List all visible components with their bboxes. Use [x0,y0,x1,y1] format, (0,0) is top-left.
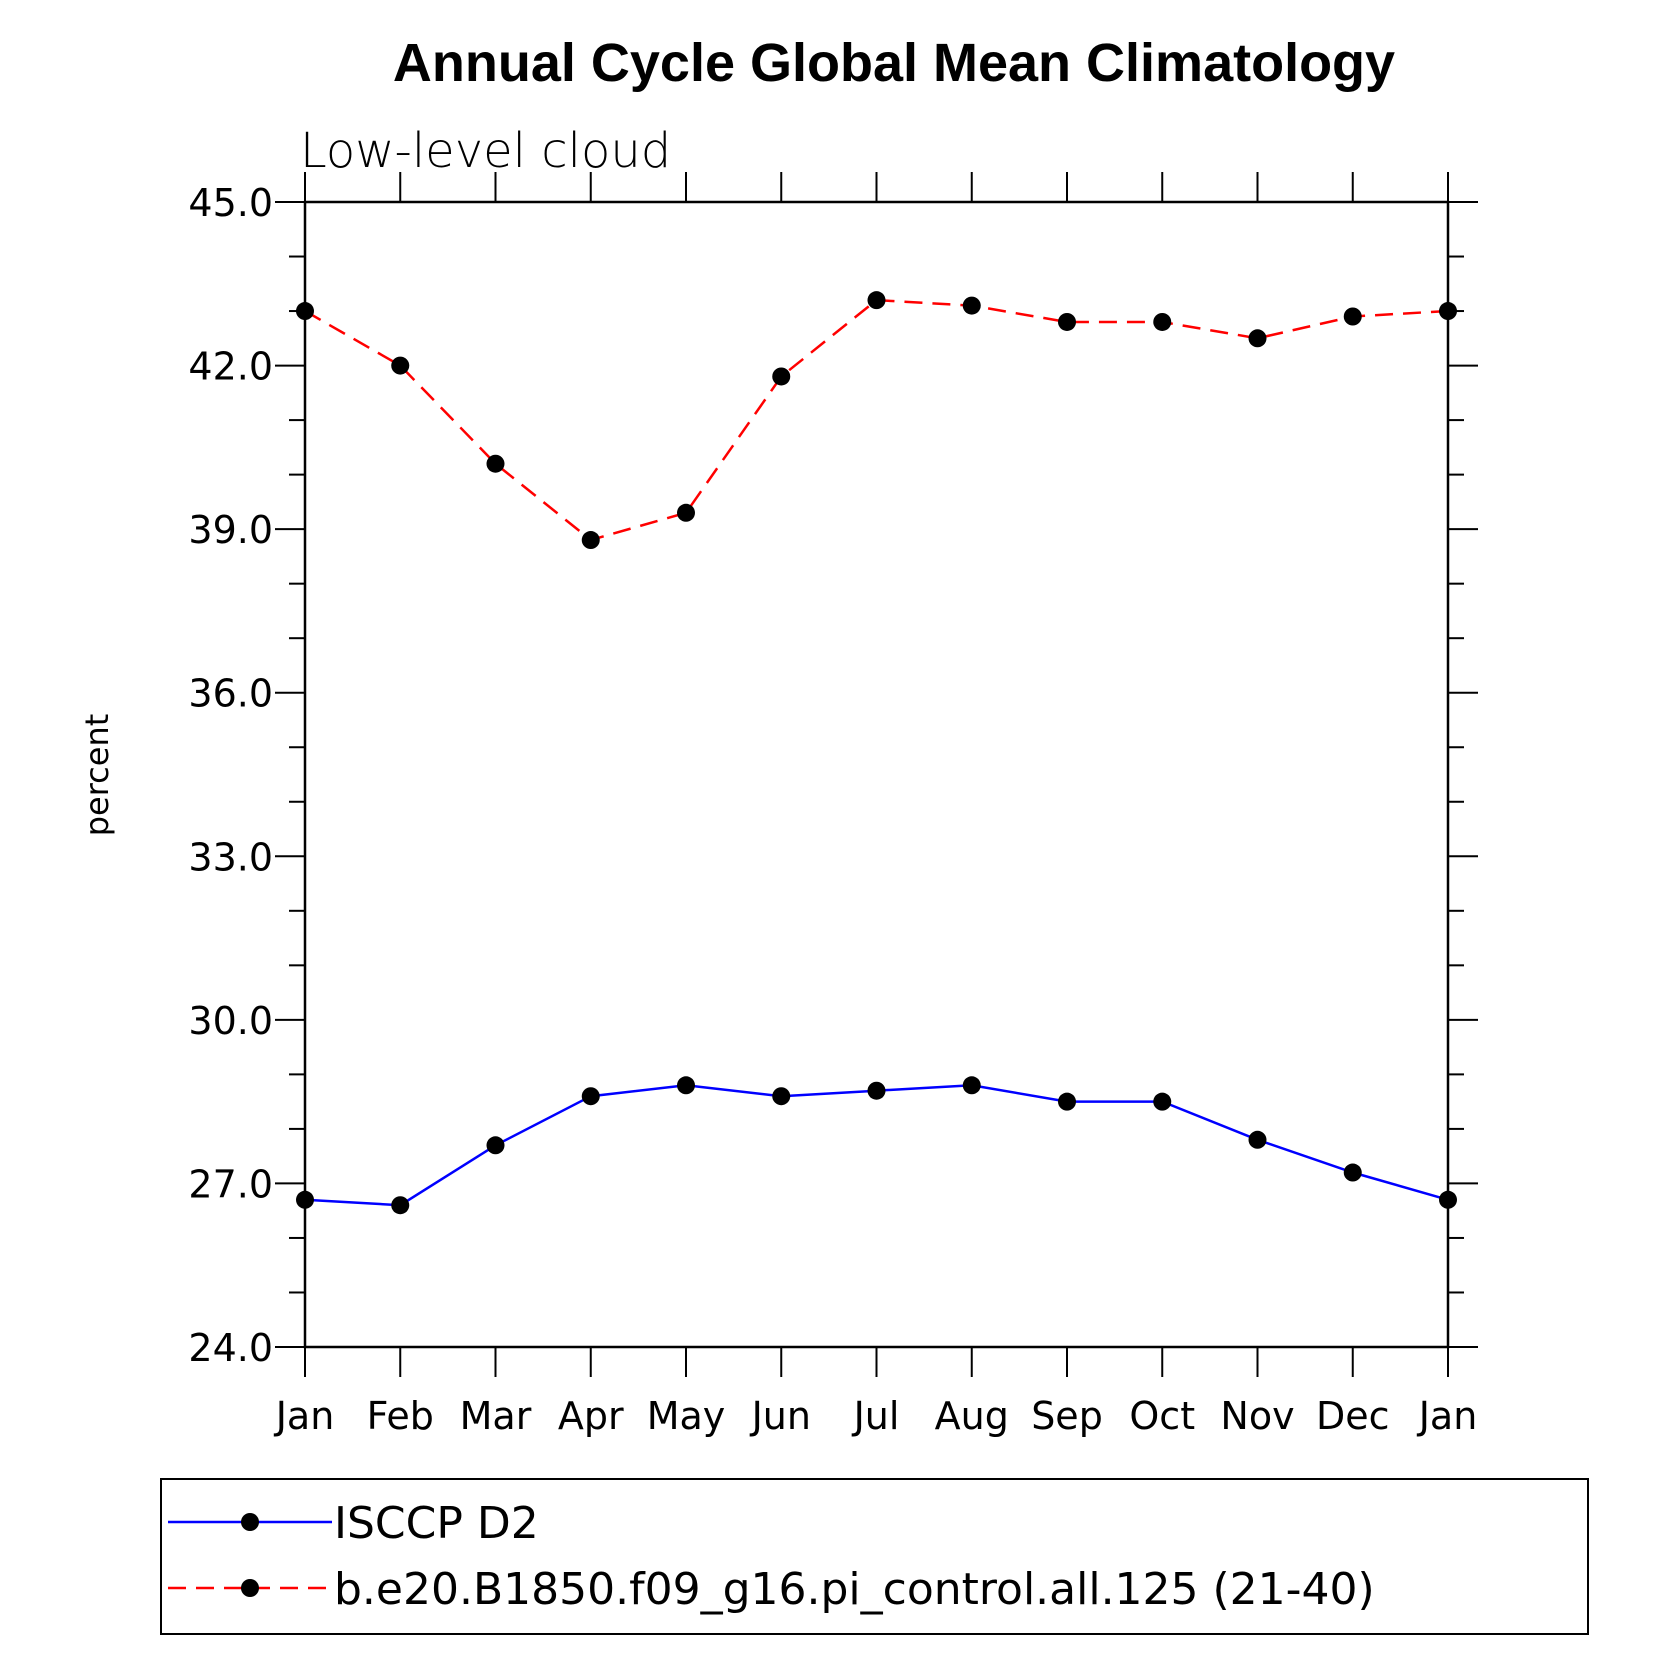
data-point-series-1 [772,1087,791,1106]
data-point-series-2 [1343,307,1362,326]
series-line-1 [304,1084,1449,1207]
plot-frame [303,200,1450,1349]
data-point-series-1 [1248,1130,1267,1149]
data-point-series-1 [1439,1190,1457,1209]
y-tick-label: 42.0 [188,345,273,389]
data-point-series-2 [1439,302,1457,321]
data-point-series-2 [867,291,886,310]
legend-label-1: ISCCP D2 [334,1498,539,1549]
data-point-series-2 [1153,312,1172,331]
series-line-2 [304,298,1449,542]
y-tick-label: 45.0 [188,181,273,225]
x-tick-label: Nov [1220,1394,1294,1438]
data-point-series-2 [1248,329,1267,348]
y-tick-label: 39.0 [188,508,273,552]
x-tick-label: Jul [852,1394,900,1438]
plot-border [303,200,1450,1349]
chart-title: Annual Cycle Global Mean Climatology [393,33,1395,93]
y-tick-label: 36.0 [188,672,273,716]
data-point-series-2 [962,296,981,315]
x-tick-label: Jun [750,1394,811,1438]
data-point-series-1 [1343,1163,1362,1182]
data-point-series-1 [391,1196,410,1215]
x-tick-label: Apr [558,1394,624,1438]
data-point-series-1 [677,1076,695,1095]
x-tick-label: May [647,1394,726,1438]
x-tick-label: Jan [274,1394,335,1438]
y-tick-label: 24.0 [188,1326,273,1370]
legend-box [160,1478,1589,1635]
x-tick-label: Aug [935,1394,1009,1438]
x-tick-label: Mar [460,1394,532,1438]
series-points [296,291,1457,1215]
y-tick-label: 27.0 [188,1162,273,1206]
y-tick-labels: 24.0 27.0 30.0 33.0 36.0 39.0 42.0 45.0 [188,181,273,1370]
chart-subtitle: Low-level cloud [300,123,671,179]
data-point-series-1 [1153,1092,1172,1111]
x-tick-label: Jan [1417,1394,1478,1438]
data-point-series-2 [391,356,410,375]
data-point-series-2 [486,454,505,473]
data-point-series-2 [296,302,314,321]
legend-label-2: b.e20.B1850.f09_g16.pi_control.all.125 (… [334,1564,1375,1615]
data-point-series-2 [1058,312,1076,331]
data-point-series-2 [677,503,695,522]
y-tick-label: 30.0 [188,999,273,1043]
data-point-series-1 [867,1081,886,1100]
x-tick-label: Feb [367,1394,434,1438]
legend: ISCCP D2 b.e20.B1850.f09_g16.pi_control.a… [160,1478,1589,1635]
data-point-series-2 [581,531,600,550]
data-point-series-1 [296,1190,314,1209]
x-tick-label: Sep [1031,1394,1103,1438]
y-axis-label: percent [78,714,116,837]
axis-ticks [275,172,1478,1377]
x-tick-labels: Jan Feb Mar Apr May Jun Jul Aug Sep Oct Nov Dec Jan [274,1394,1478,1438]
y-tick-label: 33.0 [188,835,273,879]
data-point-series-2 [772,367,791,386]
series-lines [304,298,1449,1207]
legend-marker-1 [241,1513,259,1531]
legend-marker-2 [241,1579,259,1597]
data-point-series-1 [486,1136,505,1155]
data-point-series-1 [581,1087,600,1106]
data-point-series-1 [1058,1092,1076,1111]
x-tick-label: Oct [1129,1394,1195,1438]
x-tick-label: Dec [1316,1394,1390,1438]
data-point-series-1 [962,1076,981,1095]
